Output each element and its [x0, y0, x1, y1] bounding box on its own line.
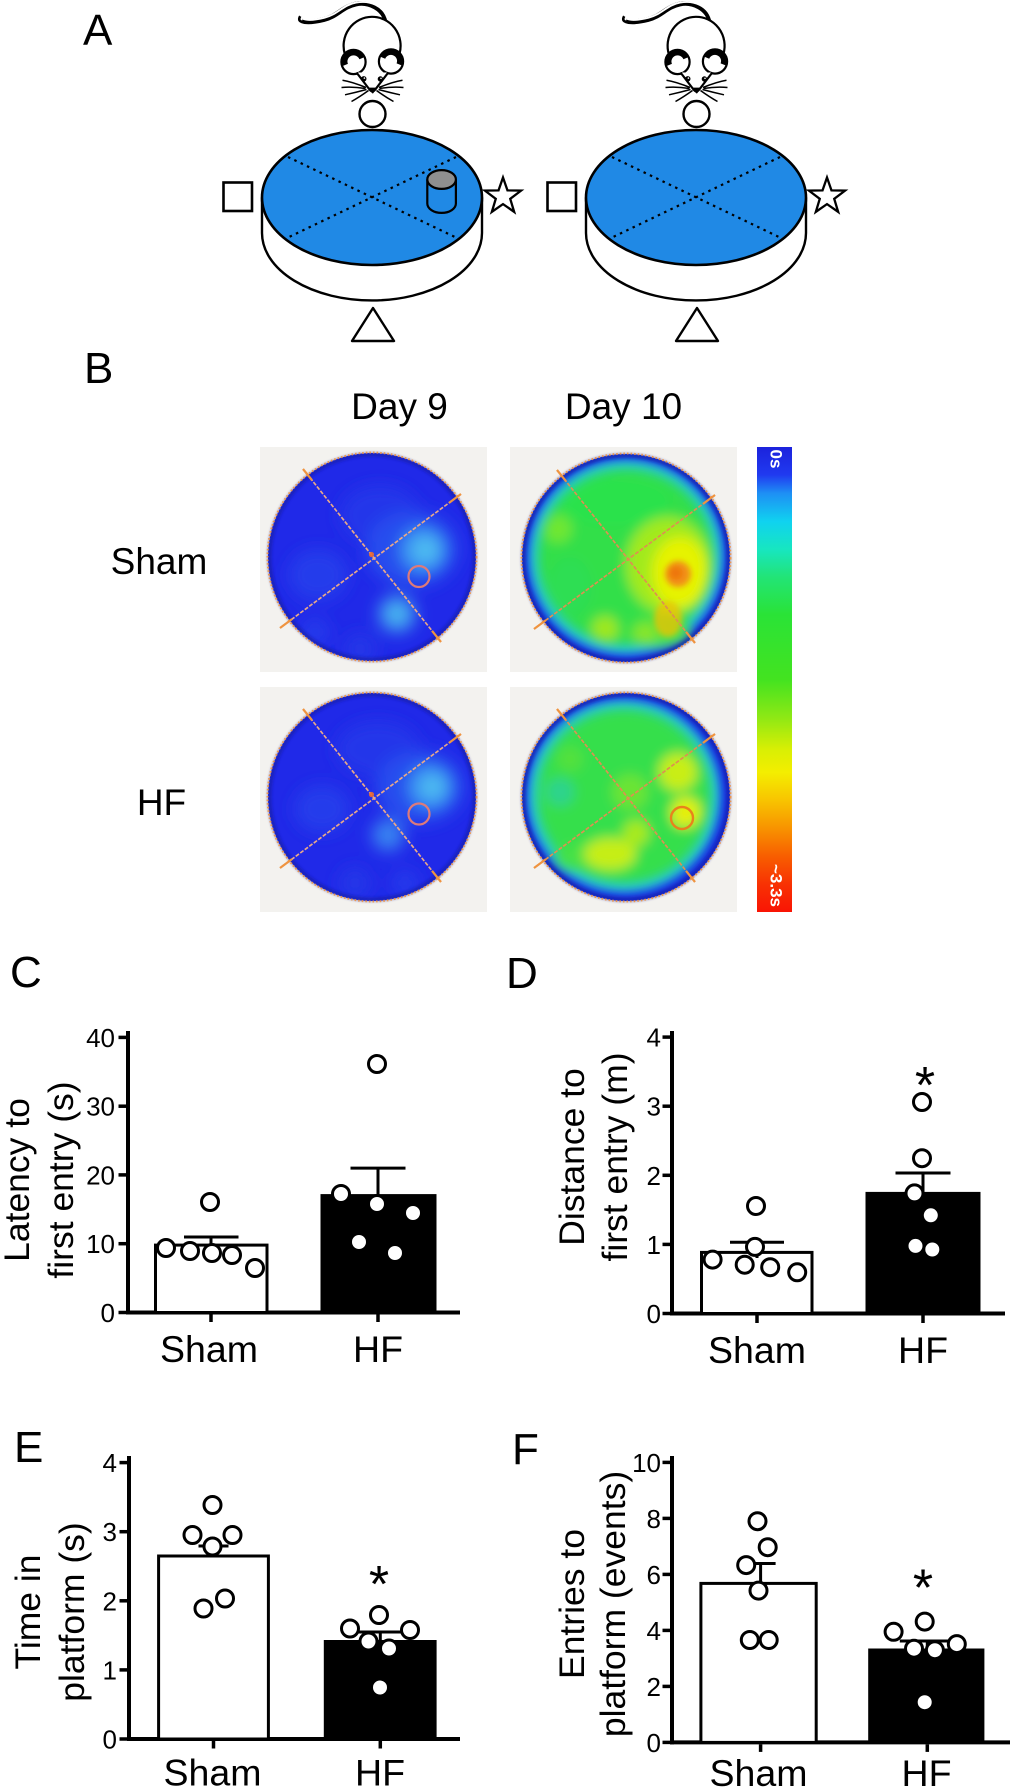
svg-text:Latency to: Latency to [0, 1098, 37, 1262]
svg-text:Sham: Sham [164, 1752, 262, 1789]
svg-text:0: 0 [101, 1298, 115, 1328]
svg-text:8: 8 [647, 1504, 661, 1534]
svg-text:0: 0 [647, 1299, 661, 1329]
svg-text:HF: HF [353, 1328, 403, 1370]
svg-text:HF: HF [902, 1752, 952, 1789]
svg-text:0: 0 [647, 1728, 661, 1758]
svg-text:2: 2 [647, 1672, 661, 1702]
svg-text:*: * [369, 1556, 389, 1614]
svg-text:4: 4 [647, 1023, 661, 1053]
svg-text:10: 10 [632, 1448, 661, 1478]
svg-text:20: 20 [86, 1160, 115, 1190]
svg-text:3: 3 [647, 1092, 661, 1122]
svg-text:first entry (s): first entry (s) [41, 1081, 81, 1278]
svg-text:40: 40 [86, 1023, 115, 1053]
svg-text:*: * [915, 1057, 935, 1115]
svg-text:first entry (m): first entry (m) [595, 1052, 635, 1261]
svg-text:30: 30 [86, 1092, 115, 1122]
svg-text:HF: HF [355, 1752, 405, 1789]
svg-text:4: 4 [103, 1448, 117, 1478]
svg-text:C: C [10, 948, 42, 997]
svg-text:B: B [84, 344, 113, 393]
svg-text:3: 3 [103, 1517, 117, 1547]
svg-text:E: E [14, 1423, 43, 1472]
svg-text:4: 4 [647, 1616, 661, 1646]
svg-text:2: 2 [103, 1586, 117, 1616]
svg-text:HF: HF [137, 782, 186, 823]
svg-text:Sham: Sham [708, 1329, 806, 1371]
svg-text:platform (s): platform (s) [52, 1522, 92, 1702]
svg-text:A: A [83, 6, 113, 55]
svg-text:Sham: Sham [710, 1752, 808, 1789]
svg-text:*: * [913, 1560, 933, 1618]
svg-text:platform (events): platform (events) [593, 1471, 633, 1737]
svg-text:Day 9: Day 9 [351, 386, 448, 427]
svg-text:Time in: Time in [8, 1554, 48, 1669]
svg-text:Sham: Sham [160, 1328, 258, 1370]
svg-text:1: 1 [647, 1230, 661, 1260]
svg-text:Sham: Sham [111, 541, 208, 582]
svg-text:Distance to: Distance to [552, 1068, 592, 1246]
svg-text:HF: HF [898, 1329, 948, 1371]
svg-text:0: 0 [103, 1725, 117, 1755]
svg-text:Entries to: Entries to [552, 1529, 592, 1679]
svg-text:6: 6 [647, 1560, 661, 1590]
svg-text:10: 10 [86, 1229, 115, 1259]
svg-text:1: 1 [103, 1655, 117, 1685]
svg-text:D: D [506, 949, 538, 998]
svg-text:~3.3s: ~3.3s [767, 864, 786, 907]
svg-text:F: F [512, 1425, 539, 1474]
svg-text:Day 10: Day 10 [565, 386, 682, 427]
svg-text:2: 2 [647, 1161, 661, 1191]
svg-text:0s: 0s [767, 450, 786, 469]
